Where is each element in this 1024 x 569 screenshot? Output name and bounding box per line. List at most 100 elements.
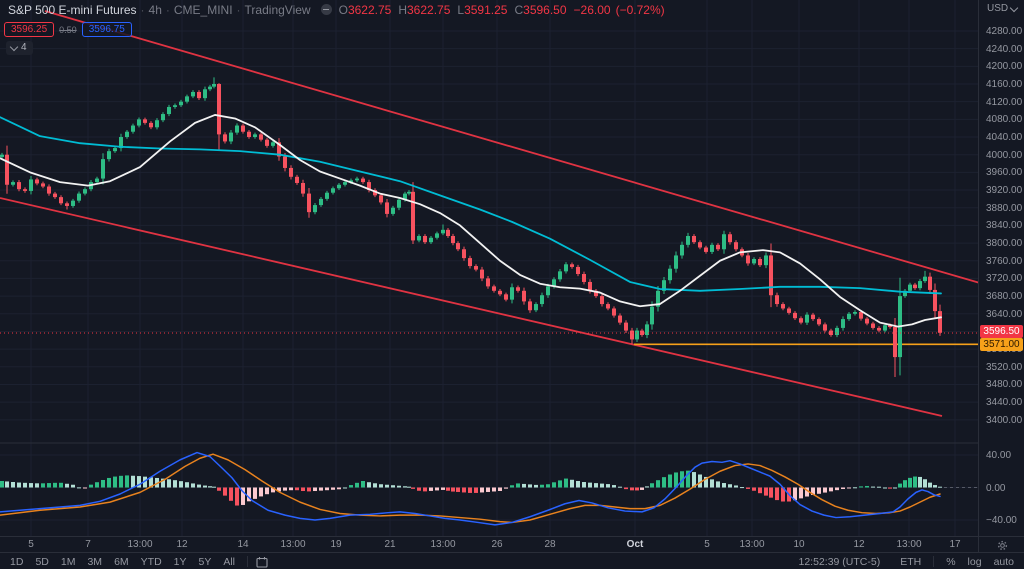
candle-body: [385, 202, 389, 214]
price-tick-label: 3520.00: [986, 361, 1023, 373]
session-button[interactable]: ETH: [900, 555, 922, 568]
candle-body: [41, 183, 45, 187]
macd-histogram-bar: [918, 476, 922, 488]
time-tick-label: 10: [793, 539, 805, 550]
candle-body: [191, 91, 195, 97]
range-button-all[interactable]: All: [223, 555, 236, 568]
candle-body: [692, 236, 696, 243]
candle-body: [534, 304, 538, 311]
macd-histogram-bar: [534, 484, 538, 488]
low-value: 3591.25: [464, 3, 508, 17]
candle-body: [235, 125, 239, 133]
candle-body: [441, 229, 445, 234]
last-price-label: 3596.50: [980, 325, 1023, 338]
macd-signal-line: [0, 453, 941, 524]
range-button-6m[interactable]: 6M: [114, 555, 129, 568]
candle-body: [903, 290, 907, 297]
currency-toggle[interactable]: USD: [987, 3, 1019, 14]
macd-histogram-bar: [938, 486, 942, 488]
candle-body: [113, 148, 117, 152]
percent-scale-button[interactable]: %: [946, 555, 956, 568]
candle-body: [429, 237, 433, 243]
macd-histogram-bar: [295, 487, 299, 491]
range-button-5y[interactable]: 5Y: [198, 555, 212, 568]
macd-histogram-bar: [391, 485, 395, 488]
candle-body: [582, 274, 586, 282]
symbol-more-icon[interactable]: [320, 4, 332, 15]
candle-body: [570, 264, 574, 267]
candle-body: [331, 188, 335, 193]
macd-histogram-bar: [474, 487, 478, 493]
trendline-lower: [0, 197, 943, 417]
candle-body: [635, 330, 639, 340]
candle-body: [446, 229, 450, 237]
range-button-1y[interactable]: 1Y: [173, 555, 187, 568]
candle-body: [853, 312, 857, 314]
candle-body: [540, 295, 544, 305]
candle-body: [179, 101, 183, 106]
macd-histogram-bar: [23, 482, 27, 488]
candle-body: [893, 327, 897, 358]
macd-histogram-bar: [781, 487, 785, 502]
candle-body: [271, 142, 275, 146]
time-tick-label: 26: [491, 539, 503, 550]
macd-histogram-bar: [680, 471, 684, 488]
macd-histogram-bar: [17, 482, 21, 488]
indicator-tick-label: 0.00: [986, 482, 1006, 494]
symbol-legend[interactable]: S&P 500 E-mini Futures · 4h · CME_MINI · Tradi…: [8, 3, 665, 17]
candle-body: [319, 198, 323, 206]
candle-body: [877, 327, 881, 331]
chart-canvas[interactable]: [0, 0, 978, 536]
go-to-date-icon[interactable]: [256, 556, 268, 568]
macd-histogram-bar: [799, 487, 803, 499]
macd-histogram-bar: [107, 477, 111, 488]
macd-histogram-bar: [441, 487, 445, 490]
clock[interactable]: 12:52:39 (UTC-5): [798, 555, 881, 568]
collapsed-indicators-chip[interactable]: 4: [6, 41, 33, 55]
symbol-title[interactable]: S&P 500 E-mini Futures: [8, 3, 137, 17]
range-button-ytd[interactable]: YTD: [140, 555, 162, 568]
candle-body: [283, 156, 287, 168]
macd-histogram-bar: [247, 487, 251, 502]
log-scale-button[interactable]: log: [967, 555, 982, 568]
macd-histogram-bar: [811, 487, 815, 496]
gear-icon[interactable]: [997, 540, 1008, 551]
candle-body: [53, 193, 57, 198]
buy-button[interactable]: 3596.75: [81, 22, 132, 37]
low-label: L: [457, 3, 465, 17]
candle-body: [265, 139, 269, 146]
alert-level-label: 3571.00: [980, 338, 1023, 351]
price-tick-label: 3720.00: [986, 273, 1023, 285]
candle-body: [805, 314, 809, 323]
macd-histogram-bar: [462, 487, 466, 493]
axis-settings-corner[interactable]: [978, 536, 1024, 553]
candle-body: [504, 294, 508, 300]
price-axis[interactable]: USD 3596.50 3571.00 4280.00 4240.00 4200.0…: [978, 0, 1024, 536]
candle-body: [823, 324, 827, 331]
macd-histogram-bar: [668, 474, 672, 488]
macd-histogram-bar: [486, 487, 490, 492]
interval-label[interactable]: 4h: [148, 3, 162, 17]
sell-button[interactable]: 3596.25: [4, 22, 55, 37]
candle-body: [656, 290, 660, 307]
candle-body: [203, 89, 207, 99]
range-button-1m[interactable]: 1M: [60, 555, 76, 568]
auto-scale-button[interactable]: auto: [993, 555, 1014, 568]
candle-body: [289, 167, 293, 177]
candle-body: [668, 268, 672, 281]
candle-body: [0, 154, 4, 157]
macd-histogram-bar: [865, 485, 869, 488]
macd-histogram-bar: [570, 479, 574, 488]
macd-histogram-bar: [928, 482, 932, 488]
time-axis[interactable]: 5 7 13:00 12 14 13:00 19 21 13:00 26 28 Oct 5 13:00 10…: [0, 536, 978, 553]
candle-body: [5, 154, 9, 185]
candle-body: [361, 178, 365, 183]
macd-histogram-bar: [576, 481, 580, 488]
macd-histogram-bar: [710, 479, 714, 488]
price-tick-label: 4200.00: [986, 61, 1023, 73]
range-button-5d[interactable]: 5D: [35, 555, 49, 568]
range-button-1d[interactable]: 1D: [10, 555, 24, 568]
macd-histogram-bar: [582, 482, 586, 488]
candle-body: [871, 323, 875, 328]
range-button-3m[interactable]: 3M: [87, 555, 103, 568]
